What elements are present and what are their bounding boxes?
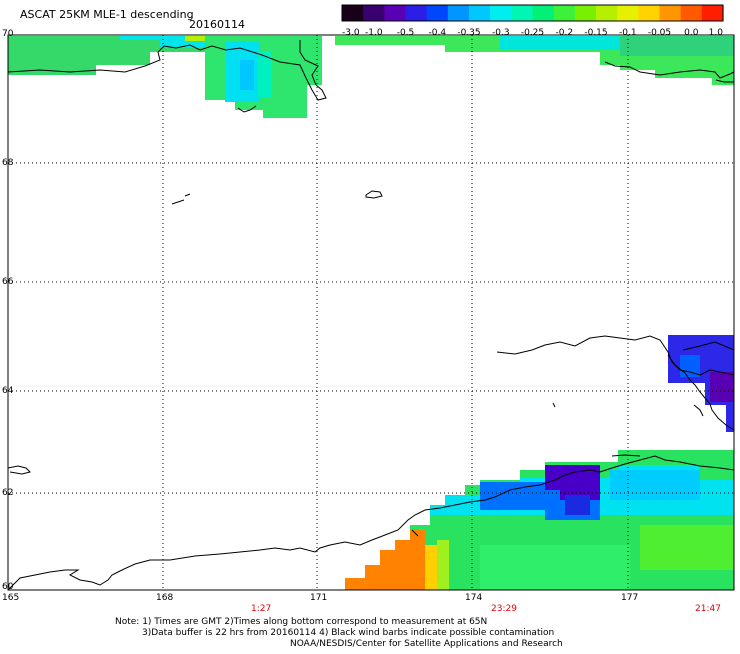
figure-title: ASCAT 25KM MLE-1 descending bbox=[20, 8, 194, 21]
time-label-1: 1:27 bbox=[251, 604, 271, 614]
lon-label-177: 177 bbox=[621, 593, 638, 603]
colorbar-cell bbox=[490, 5, 512, 21]
colorbar-cells bbox=[342, 5, 724, 21]
lon-label-165: 165 bbox=[2, 593, 19, 603]
swath-green-edge bbox=[437, 540, 449, 590]
lon-label-168: 168 bbox=[156, 593, 173, 603]
coast-islet-4 bbox=[411, 529, 419, 537]
colorbar-label: -0.25 bbox=[521, 28, 544, 38]
colorbar-label: -0.3 bbox=[492, 28, 510, 38]
colorbar-label: -0.5 bbox=[397, 28, 415, 38]
swath-bottom-right-purple bbox=[545, 465, 600, 500]
coast-islet-2 bbox=[184, 193, 191, 197]
coast-small-island bbox=[552, 402, 556, 408]
time-labels: 1:27 23:29 21:47 bbox=[251, 604, 721, 614]
colorbar: -3.0 -1.0 -0.5 -0.4 -0.35 -0.3 -0.25 -0.2 -0.15 -… bbox=[341, 4, 724, 38]
swath-top-right-green bbox=[620, 36, 734, 56]
coastlines bbox=[7, 40, 735, 591]
coast-islet-3 bbox=[365, 190, 383, 199]
coast-alaska-bay-2 bbox=[693, 404, 704, 417]
lat-label-64: 64 bbox=[2, 386, 14, 396]
coast-alaska-bay bbox=[667, 354, 735, 431]
swath-bottom-right-lightcyan bbox=[610, 470, 700, 500]
swath-right-middle-purple bbox=[710, 372, 734, 402]
coast-islet-1 bbox=[171, 199, 185, 205]
colorbar-cell bbox=[405, 5, 428, 21]
swath-top-left-cyan bbox=[120, 36, 205, 48]
colorbar-cell bbox=[701, 5, 724, 21]
colorbar-label: 1.0 bbox=[709, 28, 724, 38]
plot-frame bbox=[7, 34, 735, 591]
colorbar-label: -0.1 bbox=[619, 28, 637, 38]
colorbar-label: -0.35 bbox=[457, 28, 480, 38]
colorbar-label: 0.0 bbox=[684, 28, 699, 38]
time-label-3: 21:47 bbox=[695, 604, 721, 614]
swath-top-center-cyan2 bbox=[258, 52, 272, 97]
note-line-1: Note: 1) Times are GMT 2)Times along bot… bbox=[115, 617, 487, 627]
swath-bottom-right-green2 bbox=[640, 525, 734, 570]
colorbar-label: -0.15 bbox=[584, 28, 607, 38]
coast-chukotka-north bbox=[7, 40, 327, 101]
colorbar-cell bbox=[363, 5, 385, 21]
latitude-labels: 70 68 66 64 62 60 bbox=[2, 29, 14, 592]
colorbar-cell bbox=[469, 5, 491, 21]
colorbar-label: -0.4 bbox=[429, 28, 447, 38]
lon-label-174: 174 bbox=[465, 593, 482, 603]
colorbar-cell bbox=[638, 5, 661, 21]
lat-label-68: 68 bbox=[2, 158, 14, 168]
swath-yellow-edge bbox=[425, 545, 437, 590]
swath-top-center-cyan3 bbox=[240, 60, 254, 90]
coast-alaska-mainland bbox=[496, 335, 735, 376]
note-line-3: NOAA/NESDIS/Center for Satellite Applica… bbox=[290, 639, 563, 649]
coast-alaska-inlet bbox=[682, 341, 735, 351]
colorbar-cell bbox=[596, 5, 618, 21]
note-line-2: 3)Data buffer is 22 hrs from 20160114 4)… bbox=[142, 628, 554, 638]
longitude-labels: 165 168 171 174 177 bbox=[2, 593, 638, 603]
colorbar-label: -3.0 bbox=[342, 28, 360, 38]
swath-top-left bbox=[8, 36, 205, 75]
lat-label-62: 62 bbox=[2, 488, 13, 498]
coast-left-bank bbox=[7, 465, 31, 475]
colorbar-cell bbox=[426, 5, 449, 21]
graticule bbox=[8, 35, 734, 590]
colorbar-cell bbox=[553, 5, 576, 21]
colorbar-label: -0.2 bbox=[556, 28, 574, 38]
lat-label-60: 60 bbox=[2, 582, 14, 592]
colorbar-cell bbox=[532, 5, 555, 21]
colorbar-cell bbox=[342, 5, 364, 21]
coast-kamchatka-peninsula bbox=[611, 454, 641, 457]
colorbar-label: -0.05 bbox=[648, 28, 671, 38]
colorbar-label: -1.0 bbox=[365, 28, 383, 38]
swath-bottom-right-deep bbox=[565, 495, 590, 515]
plot-area bbox=[7, 34, 735, 591]
swath-bottom-right-green3 bbox=[480, 545, 630, 590]
lat-label-70: 70 bbox=[2, 29, 14, 39]
colorbar-cell bbox=[680, 5, 703, 21]
lon-label-171: 171 bbox=[310, 593, 327, 603]
colorbar-cell bbox=[447, 5, 470, 21]
swath-orange-corner bbox=[345, 530, 435, 590]
coast-kamchatka bbox=[7, 455, 735, 591]
colorbar-cell bbox=[384, 5, 407, 21]
colorbar-frame bbox=[341, 4, 724, 22]
colorbar-cell bbox=[659, 5, 682, 21]
colorbar-labels: -3.0 -1.0 -0.5 -0.4 -0.35 -0.3 -0.25 -0.2 -0.15 -… bbox=[342, 28, 723, 38]
swath-top-right-cyan bbox=[500, 36, 620, 50]
coast-chukotka-inlet bbox=[237, 105, 257, 113]
coast-top-right bbox=[604, 61, 735, 79]
time-label-2: 23:29 bbox=[491, 604, 517, 614]
colorbar-cell bbox=[574, 5, 597, 21]
figure-date: 20160114 bbox=[189, 18, 245, 31]
notes: Note: 1) Times are GMT 2)Times along bot… bbox=[115, 617, 563, 649]
lat-label-66: 66 bbox=[2, 277, 14, 287]
colorbar-cell bbox=[617, 5, 639, 21]
wind-data-swaths bbox=[8, 36, 734, 590]
coast-top-right-islet bbox=[715, 79, 734, 83]
colorbar-cell bbox=[511, 5, 534, 21]
